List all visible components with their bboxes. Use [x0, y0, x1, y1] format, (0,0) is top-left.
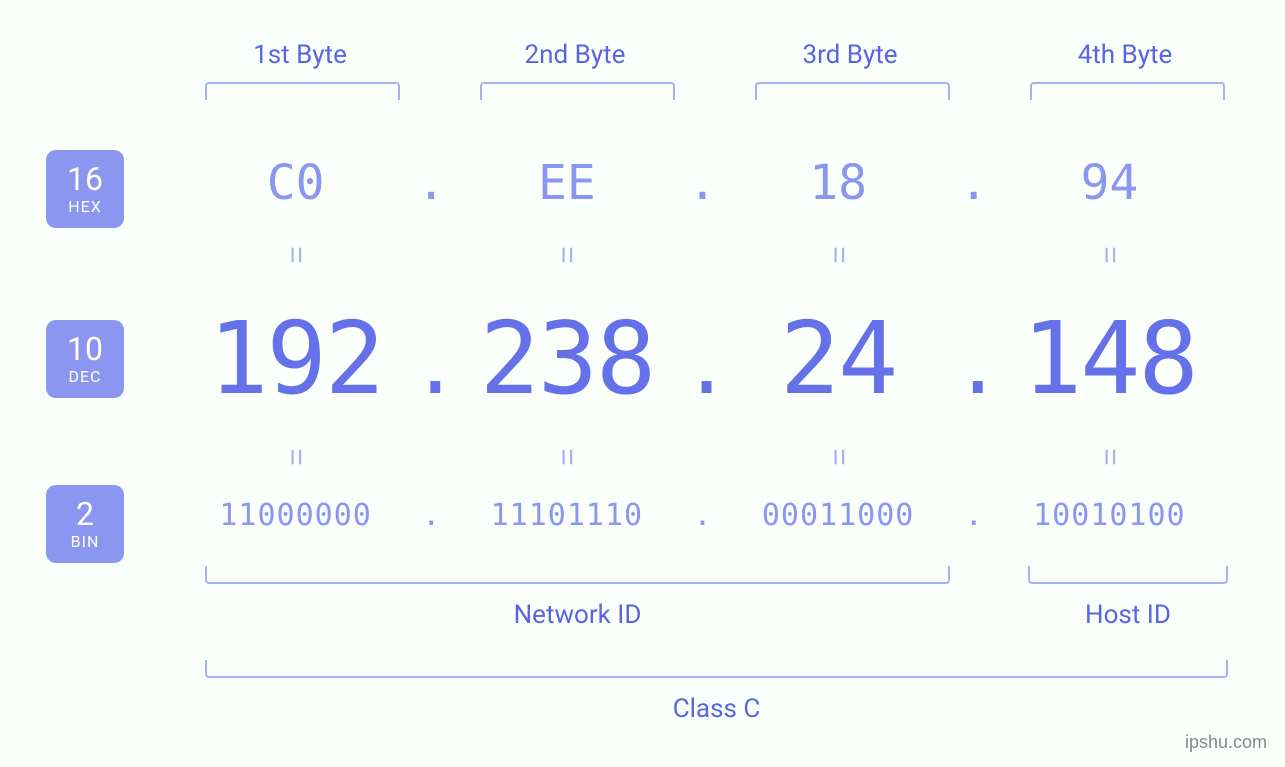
bracket-class: [205, 660, 1228, 678]
equals-icon: =: [279, 341, 313, 572]
dot-icon: .: [411, 498, 451, 533]
dot-icon: .: [411, 155, 451, 211]
label-network-id: Network ID: [205, 600, 950, 630]
bracket-byte-1: [205, 82, 400, 100]
dot-icon: .: [683, 498, 723, 533]
equals-icon: =: [821, 341, 855, 572]
equals-icon: =: [1092, 341, 1126, 572]
badge-hex: 16 HEX: [46, 150, 124, 228]
badge-bin: 2 BIN: [46, 485, 124, 563]
badge-hex-label: HEX: [68, 197, 102, 216]
badge-hex-num: 16: [67, 163, 103, 195]
byte-header-1: 1st Byte: [200, 40, 400, 70]
byte-header-4: 4th Byte: [1025, 40, 1225, 70]
badge-bin-num: 2: [76, 498, 94, 530]
dot-icon: .: [411, 319, 451, 412]
dot-icon: .: [954, 155, 994, 211]
row-dec: 192 . 238 . 24 . 148: [180, 300, 1225, 417]
badge-dec-num: 10: [67, 333, 103, 365]
bracket-byte-3: [755, 82, 950, 100]
watermark: ipshu.com: [1185, 732, 1267, 753]
bin-byte-1: 11000000: [180, 498, 411, 533]
dot-icon: .: [954, 319, 994, 412]
equals-row-dec-bin: = = = =: [180, 440, 1225, 474]
badge-dec: 10 DEC: [46, 320, 124, 398]
bin-byte-4: 10010100: [994, 498, 1225, 533]
bracket-byte-4: [1030, 82, 1225, 100]
dot-icon: .: [954, 498, 994, 533]
bracket-byte-2: [480, 82, 675, 100]
label-host-id: Host ID: [1028, 600, 1228, 630]
equals-row-hex-dec: = = = =: [180, 238, 1225, 272]
bin-byte-2: 11101110: [451, 498, 682, 533]
byte-header-2: 2nd Byte: [475, 40, 675, 70]
badge-bin-label: BIN: [71, 532, 100, 551]
bin-byte-3: 00011000: [723, 498, 954, 533]
equals-icon: =: [550, 341, 584, 572]
ip-diagram: 1st Byte 2nd Byte 3rd Byte 4th Byte 16 H…: [0, 0, 1285, 767]
row-bin: 11000000 . 11101110 . 00011000 . 1001010…: [180, 498, 1225, 533]
byte-header-3: 3rd Byte: [750, 40, 950, 70]
row-hex: C0 . EE . 18 . 94: [180, 155, 1225, 211]
label-class: Class C: [205, 694, 1228, 724]
dot-icon: .: [683, 319, 723, 412]
dot-icon: .: [683, 155, 723, 211]
bracket-network-id: [205, 566, 950, 584]
badge-dec-label: DEC: [68, 367, 101, 386]
bracket-host-id: [1028, 566, 1228, 584]
